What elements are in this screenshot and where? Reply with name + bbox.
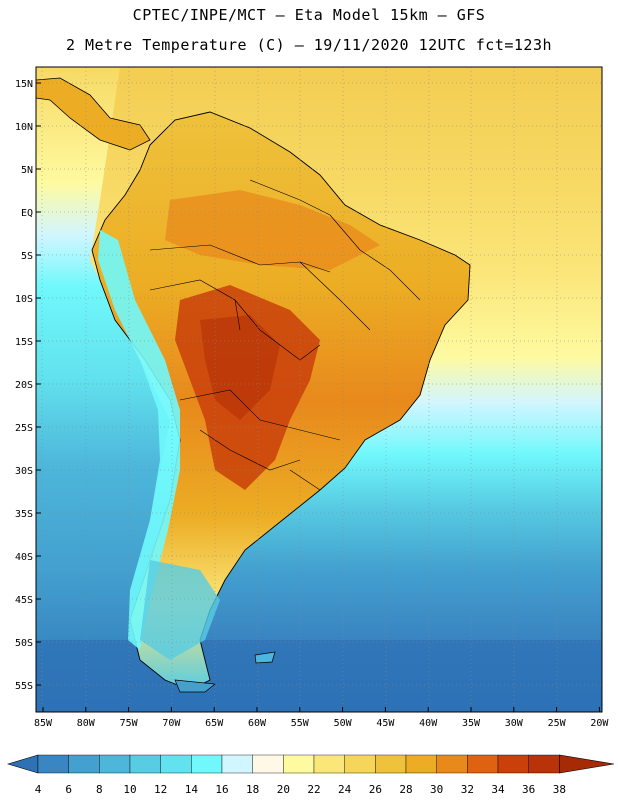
lon-label: 50W	[334, 718, 353, 729]
colorbar-cell	[68, 754, 100, 774]
colorbar-cell	[99, 754, 131, 774]
lat-label: 25S	[15, 423, 33, 434]
colorbar-cell	[283, 754, 315, 774]
lat-label: 5N	[21, 165, 33, 176]
lat-label: 10N	[15, 122, 33, 133]
lat-label: 15N	[15, 79, 33, 90]
colorbar	[6, 754, 615, 774]
lat-label: EQ	[21, 208, 33, 219]
lat-label: 50S	[15, 638, 33, 649]
lon-label: 65W	[205, 718, 224, 729]
colorbar-cell	[221, 754, 253, 774]
lon-label: 70W	[162, 718, 181, 729]
lon-label: 30W	[505, 718, 524, 729]
colorbar-cell	[313, 754, 345, 774]
lat-label: 20S	[15, 380, 33, 391]
colorbar-right-arrow	[559, 754, 615, 774]
colorbar-label: 4	[35, 783, 42, 796]
colorbar-left-arrow	[6, 754, 39, 774]
lon-label: 25W	[548, 718, 567, 729]
colorbar-cell	[37, 754, 69, 774]
tierra-del-fuego	[174, 679, 216, 693]
falkland-islands	[254, 651, 276, 664]
lat-label: 55S	[15, 681, 33, 692]
colorbar-label: 18	[246, 783, 259, 796]
lat-label: 45S	[15, 595, 33, 606]
colorbar-cell	[436, 754, 468, 774]
colorbar-cell	[405, 754, 437, 774]
lat-label: 40S	[15, 552, 33, 563]
colorbar-label: 24	[338, 783, 352, 796]
colorbar-cell	[191, 754, 223, 774]
map-frame	[35, 66, 603, 713]
lat-label: 15S	[15, 337, 33, 348]
lat-label: 35S	[15, 509, 33, 520]
map-subtitle: 2 Metre Temperature (C) – 19/11/2020 12U…	[65, 36, 553, 54]
central-america	[36, 77, 151, 151]
pacific-ocean	[36, 67, 170, 712]
colorbar-label: 14	[185, 783, 199, 796]
colorbar-cell	[252, 754, 284, 774]
colorbar-label: 26	[369, 783, 382, 796]
colorbar-label: 34	[491, 783, 505, 796]
southern-ocean	[36, 640, 602, 712]
amazon-region	[165, 190, 380, 270]
colorbar-label: 36	[522, 783, 535, 796]
colorbar-label: 10	[123, 783, 136, 796]
lat-label: 30S	[15, 466, 33, 477]
colorbar-label: 22	[307, 783, 320, 796]
colorbar-cell	[129, 754, 161, 774]
colorbar-label: 6	[65, 783, 72, 796]
colorbar-label: 20	[277, 783, 290, 796]
map-area	[36, 67, 602, 712]
colorbar-cell	[528, 754, 560, 774]
lon-label: 80W	[77, 718, 96, 729]
lon-label: 40W	[419, 718, 438, 729]
colorbar-label: 28	[399, 783, 412, 796]
lon-label: 60W	[248, 718, 267, 729]
lon-label: 85W	[34, 718, 53, 729]
lon-label: 75W	[120, 718, 139, 729]
colorbar-cell	[375, 754, 407, 774]
colorbar-label: 30	[430, 783, 443, 796]
colorbar-cell	[467, 754, 499, 774]
colorbar-cell	[344, 754, 376, 774]
lat-label: 10S	[15, 294, 33, 305]
patagonia	[140, 560, 220, 660]
colorbar-label: 8	[96, 783, 103, 796]
latitude-axis: 15N 10N 5N EQ 5S 10S 15S 20S 25S 30S 35S 40S 45S 50S 5…	[15, 79, 41, 692]
andes-cordillera	[98, 230, 180, 650]
colorbar-cell	[497, 754, 529, 774]
lon-label: 35W	[462, 718, 481, 729]
longitude-axis: 85W 80W 75W 70W 65W 60W 55W 50W 45W 40W 35W 30W 25W 2…	[34, 707, 609, 729]
lat-label: 5S	[21, 251, 33, 262]
colorbar-labels: 4 6 8 10 12 14 16 18 20 22 24 26 28 30 32 34 36 38	[35, 783, 566, 796]
colorbar-label: 12	[154, 783, 167, 796]
colorbar-cell	[160, 754, 192, 774]
lon-label: 45W	[376, 718, 395, 729]
map-title: CPTEC/INPE/MCT – Eta Model 15km – GFS	[132, 6, 486, 24]
lon-label: 55W	[291, 718, 310, 729]
colorbar-label: 32	[461, 783, 474, 796]
colorbar-label: 16	[215, 783, 228, 796]
colorbar-label: 38	[553, 783, 566, 796]
lon-label: 20W	[590, 718, 609, 729]
